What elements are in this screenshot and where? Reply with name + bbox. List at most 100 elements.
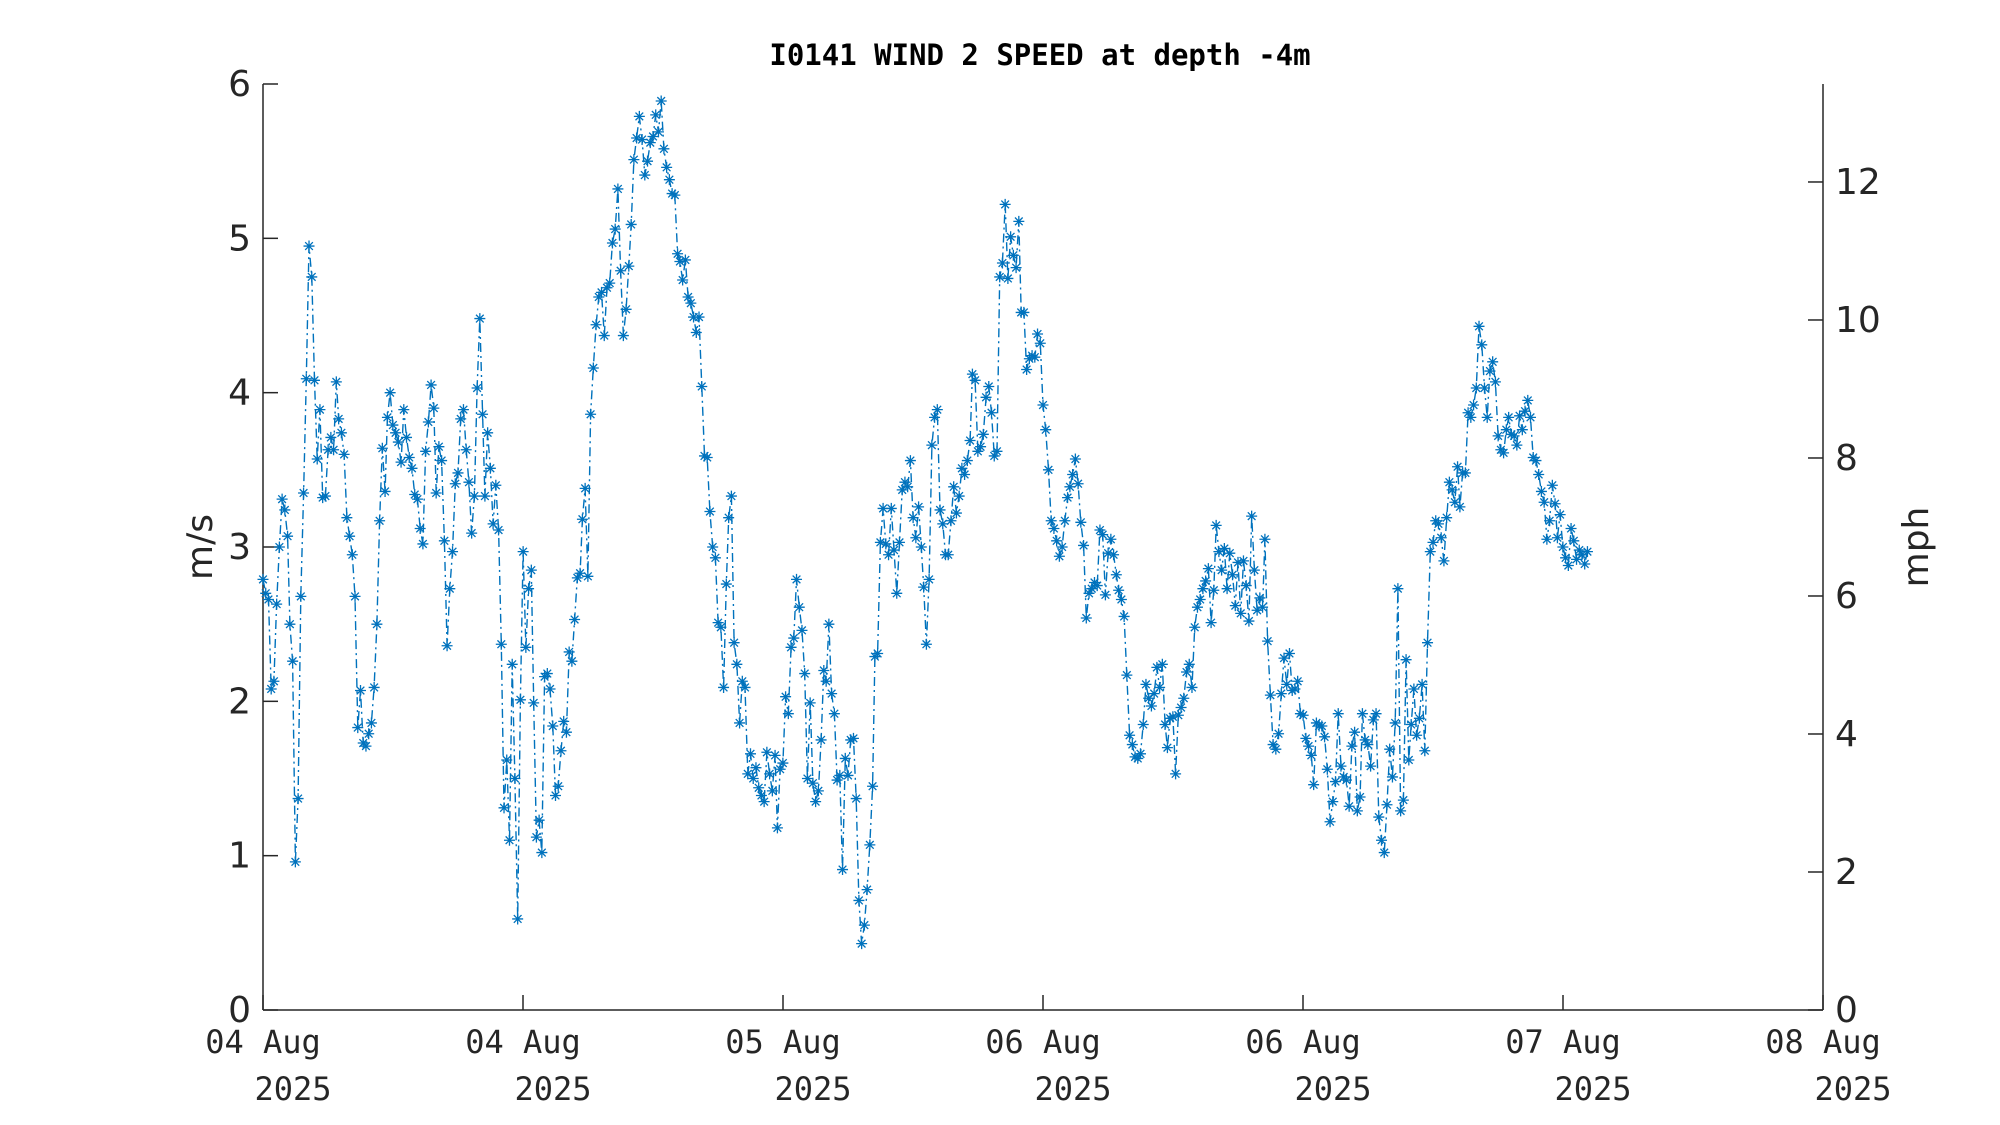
data-point [1264,689,1276,701]
data-point [1546,479,1558,491]
data-point [1519,405,1531,417]
data-point [948,481,960,493]
data-point [1099,589,1111,601]
data-point [1405,718,1417,730]
data-point [723,512,735,524]
data-point [885,502,897,514]
data-point [463,476,475,488]
data-point [1316,720,1328,732]
data-point [780,691,792,703]
data-point [563,646,575,658]
data-point [847,732,859,744]
data-point [991,445,1003,457]
data-point [1259,533,1271,545]
data-point [525,564,537,576]
data-point [959,468,971,480]
chart-title: I0141 WIND 2 SPEED at depth -4m [769,38,1310,72]
data-point [447,546,459,558]
data-point [471,382,483,394]
data-point [566,655,578,667]
data-point [693,311,705,323]
data-point [365,717,377,729]
data-point [910,532,922,544]
data-point [867,780,879,792]
data-point [1159,718,1171,730]
data-point [796,624,808,636]
right-y-ticks: 0 2 4 6 8 10 12 [1808,162,1881,1031]
data-point [1503,411,1515,423]
data-point [319,490,331,502]
data-point [282,530,294,542]
data-point [655,95,667,107]
data-point [709,552,721,564]
data-point [477,408,489,420]
data-point [523,583,535,595]
data-point [579,482,591,494]
data-point [810,796,822,808]
data-point [401,431,413,443]
data-point [279,504,291,516]
data-point [893,536,905,548]
data-point [633,110,645,122]
data-point [1403,754,1415,766]
data-point [755,789,767,801]
data-point [658,143,670,155]
data-point [311,453,323,465]
data-point [1210,519,1222,531]
data-point [1538,496,1550,508]
data-point [409,489,421,501]
data-point [1067,468,1079,480]
data-point [1102,547,1114,559]
data-point [268,675,280,687]
y-tick-label: 2 [228,681,251,722]
data-point [1413,712,1425,724]
data-point [731,658,743,670]
data-point [615,265,627,277]
data-point [576,513,588,525]
data-point [734,717,746,729]
data-point [799,668,811,680]
data-point [1191,601,1203,613]
data-point [1083,587,1095,599]
data-point [1551,532,1563,544]
data-point [842,769,854,781]
data-point [398,404,410,416]
data-point [1294,708,1306,720]
data-point [482,427,494,439]
data-point [352,722,364,734]
data-point [1462,407,1474,419]
data-point [915,541,927,553]
data-point [487,518,499,530]
data-point [785,641,797,653]
data-point [1208,584,1220,596]
series-line [262,100,1589,944]
data-point [1400,654,1412,666]
data-point [601,282,613,294]
x-tick-label-year: 2025 [1034,1070,1111,1108]
data-point [1544,515,1556,527]
data-point [273,541,285,553]
data-point [1273,728,1285,740]
data-point [1086,583,1098,595]
data-point [1156,658,1168,670]
data-point [1221,583,1233,595]
data-point [392,436,404,448]
data-point [850,793,862,805]
data-point [837,864,849,876]
data-point [877,502,889,514]
data-point [1289,683,1301,695]
data-point [1059,515,1071,527]
data-point [672,248,684,260]
data-point [379,485,391,497]
data-point [1034,337,1046,349]
data-point [1126,739,1138,751]
data-point [1465,411,1477,423]
data-point [493,524,505,536]
data-point [1492,430,1504,442]
data-point [1300,732,1312,744]
data-point [457,404,469,416]
data-point [1397,794,1409,806]
data-point [1143,692,1155,704]
data-point [1235,607,1247,619]
data-point [956,462,968,474]
